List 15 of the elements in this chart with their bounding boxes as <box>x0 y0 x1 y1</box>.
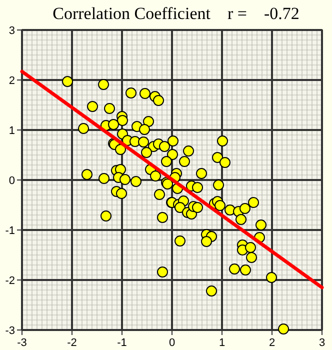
x-tick-label: 2 <box>268 337 276 349</box>
x-tick-label: 0 <box>168 337 176 349</box>
y-tick-label: 2 <box>8 75 15 87</box>
y-tick-label: -1 <box>5 225 15 237</box>
y-tick-label: 1 <box>8 125 15 137</box>
x-tick-label: 3 <box>318 337 326 349</box>
x-tick-label: -1 <box>117 337 127 349</box>
y-tick-label: -2 <box>5 275 15 287</box>
y-tick-label: 3 <box>8 25 15 37</box>
y-tick-label: 0 <box>8 175 15 187</box>
y-tick-label: -3 <box>5 325 15 337</box>
chart-title: Correlation Coefficient r = -0.72 <box>52 4 300 23</box>
x-tick-label: -2 <box>67 337 77 349</box>
x-tick-label: -3 <box>17 337 27 349</box>
x-tick-label: 1 <box>218 337 226 349</box>
